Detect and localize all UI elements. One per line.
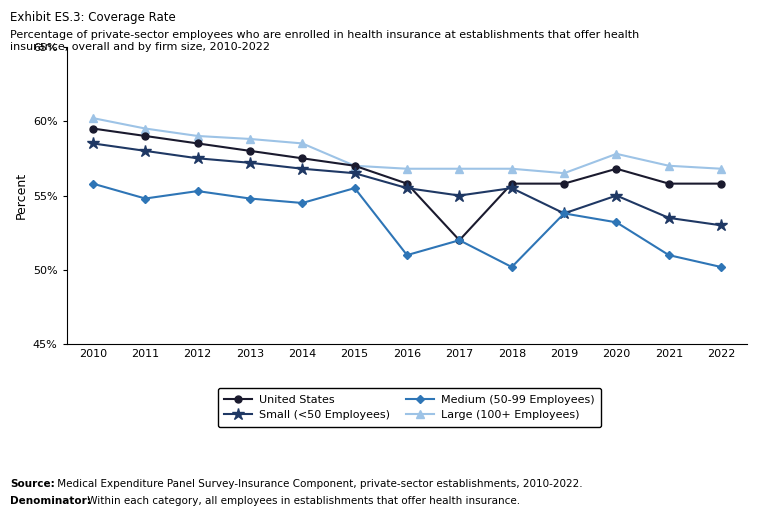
- Text: Exhibit ES.3: Coverage Rate: Exhibit ES.3: Coverage Rate: [10, 11, 176, 24]
- Text: Within each category, all employees in establishments that offer health insuranc: Within each category, all employees in e…: [84, 496, 520, 506]
- Text: Source:: Source:: [10, 479, 55, 489]
- Text: Denominator:: Denominator:: [10, 496, 91, 506]
- Text: Percentage of private-sector employees who are enrolled in health insurance at e: Percentage of private-sector employees w…: [10, 30, 639, 52]
- Legend: United States, Small (<50 Employees), Medium (50-99 Employees), Large (100+ Empl: United States, Small (<50 Employees), Me…: [218, 388, 601, 427]
- Y-axis label: Percent: Percent: [14, 172, 27, 219]
- Text: Medical Expenditure Panel Survey-Insurance Component, private-sector establishme: Medical Expenditure Panel Survey-Insuran…: [54, 479, 582, 489]
